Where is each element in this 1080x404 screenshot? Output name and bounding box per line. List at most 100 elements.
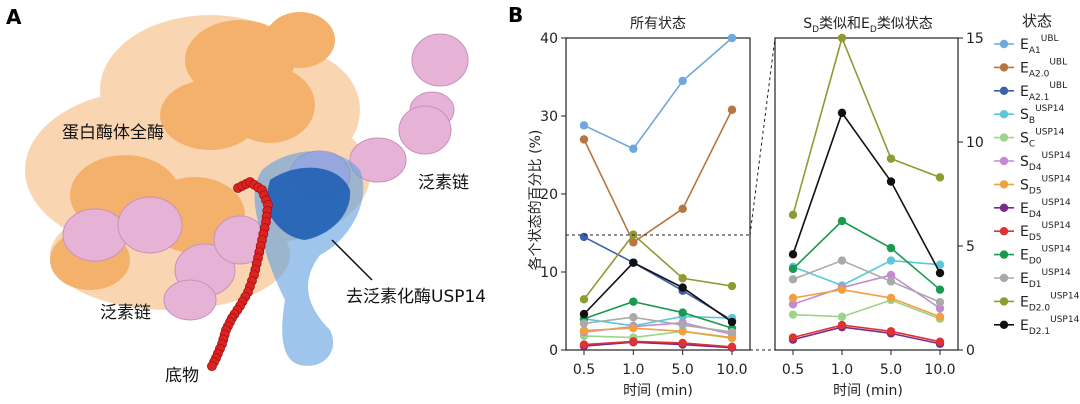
data-point-EA1 xyxy=(629,144,638,153)
substrate-bead xyxy=(207,361,217,372)
x-tick-label: 5.0 xyxy=(880,362,902,378)
y-tick-label: 30 xyxy=(540,109,558,125)
data-point-ED20 xyxy=(837,33,847,43)
data-point-ED21 xyxy=(678,283,687,292)
data-point-SD5 xyxy=(886,293,896,303)
legend-swatch-marker xyxy=(999,39,1009,49)
series-line-SD4 xyxy=(792,274,941,310)
data-point-ED1 xyxy=(837,256,847,265)
data-point-SD5 xyxy=(579,326,589,335)
usp14-surface xyxy=(254,151,364,366)
legend-label: ED2.0USP14 xyxy=(1020,291,1080,313)
left-chart-title: 所有状态 xyxy=(630,16,686,32)
y-tick-label: 5 xyxy=(966,239,975,255)
ubiquitin-chain-label-right: 泛素链 xyxy=(418,173,469,193)
data-point-SD5 xyxy=(788,293,798,303)
legend-item-ED5: ED5USP14 xyxy=(994,221,1071,243)
series-line-SC xyxy=(792,299,941,320)
legend-item-ED21: ED2.1USP14 xyxy=(994,315,1080,337)
y-tick-label: 40 xyxy=(540,31,558,47)
data-point-ED20 xyxy=(678,274,687,283)
series-line-SD5 xyxy=(583,327,733,339)
data-point-ED1 xyxy=(629,313,638,322)
data-point-SD5 xyxy=(678,327,687,336)
data-point-EA20 xyxy=(727,105,737,114)
legend-item-EA21: EA2.1UBL xyxy=(994,81,1067,103)
data-point-ED0 xyxy=(935,285,945,294)
legend-item-SC: SCUSP14 xyxy=(994,128,1065,150)
series-line-ED4 xyxy=(583,341,733,349)
data-point-SC xyxy=(788,310,798,319)
series-line-ED1 xyxy=(583,316,733,333)
legend-item-ED4: ED4USP14 xyxy=(994,198,1071,220)
legend-label: SCUSP14 xyxy=(1020,128,1065,150)
panel-b-letter: B xyxy=(508,3,523,27)
legend-title: 状态 xyxy=(1022,12,1052,30)
data-point-ED21 xyxy=(579,309,589,319)
data-point-ED20 xyxy=(727,281,737,291)
legend-swatch-marker xyxy=(999,180,1009,189)
x-tick-label: 10.0 xyxy=(716,362,747,378)
data-point-SB xyxy=(886,256,896,265)
series-line-ED21 xyxy=(583,261,733,323)
legend-label: EA1UBL xyxy=(1020,34,1059,56)
data-point-ED0 xyxy=(788,264,798,274)
data-point-ED20 xyxy=(579,295,589,304)
legend-swatch-marker xyxy=(999,227,1009,236)
ubiquitin-chain-label-left: 泛素链 xyxy=(100,303,151,323)
data-point-ED5 xyxy=(579,340,589,349)
legend: EA1UBLEA2.0UBLEA2.1UBLSBUSP14SCUSP14SD4U… xyxy=(994,34,1080,337)
legend-label: ED4USP14 xyxy=(1020,198,1071,220)
substrate-label: 底物 xyxy=(165,366,199,386)
data-point-ED0 xyxy=(886,243,896,253)
data-point-ED21 xyxy=(629,258,638,267)
legend-swatch-marker xyxy=(999,63,1009,72)
x-tick-label: 10.0 xyxy=(924,362,955,378)
y-axis-title: 各个状态的百分比 (%) xyxy=(528,130,544,271)
legend-item-ED0: ED0USP14 xyxy=(994,245,1071,267)
y-tick-label: 0 xyxy=(966,343,975,359)
y-tick-label: 0 xyxy=(549,343,558,359)
legend-item-EA1: EA1UBL xyxy=(994,34,1059,56)
series-line-SB xyxy=(792,259,941,287)
legend-item-SD5: SD5USP14 xyxy=(994,174,1071,196)
data-point-ED21 xyxy=(788,250,798,259)
plot-frame xyxy=(774,37,959,351)
data-point-ED20 xyxy=(935,173,945,182)
data-point-ED1 xyxy=(727,327,737,337)
legend-swatch-marker xyxy=(999,320,1009,329)
series-line-ED0 xyxy=(792,220,941,291)
legend-label: ED2.1USP14 xyxy=(1020,315,1080,337)
data-point-ED21 xyxy=(727,317,737,327)
series-line-EA20 xyxy=(583,109,733,244)
x-tick-label: 5.0 xyxy=(672,362,694,378)
y-tick-label: 10 xyxy=(966,135,984,151)
data-point-ED5 xyxy=(727,342,737,352)
usp14-label: 去泛素化酶USP14 xyxy=(346,287,486,307)
series-line-SD5 xyxy=(792,288,941,318)
zoom-connector-top xyxy=(749,37,776,236)
data-point-SD4 xyxy=(935,304,945,313)
x-axis-title-right: 时间 (min) xyxy=(833,383,903,399)
data-point-ED1 xyxy=(886,277,896,286)
chart-all-states: 0 10 20 30 40 0.5 1.0 5.0 10.0 xyxy=(540,31,751,378)
legend-item-SD4: SD4USP14 xyxy=(994,151,1071,173)
data-point-ED21 xyxy=(886,177,896,186)
legend-swatch-marker xyxy=(999,86,1009,96)
legend-swatch-marker xyxy=(999,273,1009,283)
y-tick-label: 10 xyxy=(540,265,558,281)
data-point-ED20 xyxy=(788,210,798,219)
legend-label: ED5USP14 xyxy=(1020,221,1071,243)
data-point-EA20 xyxy=(629,238,638,247)
data-point-ED21 xyxy=(935,268,945,278)
data-point-ED20 xyxy=(886,154,896,163)
substrate-chain xyxy=(207,177,273,372)
data-point-SC xyxy=(837,312,847,321)
series-line-ED4 xyxy=(792,326,941,345)
legend-swatch-marker xyxy=(999,156,1009,166)
data-point-EA1 xyxy=(727,33,737,43)
data-point-ED1 xyxy=(788,275,798,284)
data-point-EA20 xyxy=(678,204,687,214)
structure-illustration: A xyxy=(6,5,486,386)
y-tick-label: 15 xyxy=(966,31,984,47)
